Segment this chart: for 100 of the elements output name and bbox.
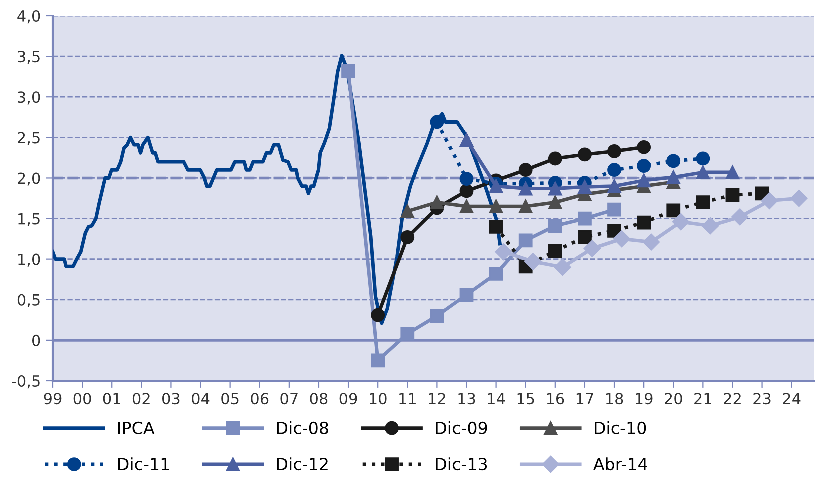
y-tick-label: 2,5: [18, 132, 40, 146]
point: [578, 212, 592, 226]
point: [554, 258, 572, 276]
x-tick-label: 05: [222, 393, 239, 405]
point: [584, 240, 601, 258]
x-tick-label: 17: [576, 393, 594, 404]
x-tick-label: 13: [458, 393, 476, 405]
x-tick-label: 10: [370, 393, 387, 405]
point: [489, 179, 504, 194]
legend-label: Dic-10: [595, 422, 646, 434]
point: [637, 174, 652, 188]
point: [489, 200, 504, 214]
legend-label: Dic-11: [118, 458, 170, 471]
x-tick-label: 22: [724, 393, 741, 404]
point: [578, 230, 592, 244]
x-tick-label: 07: [280, 393, 298, 405]
y-tick-label: 1,0: [18, 254, 40, 267]
point: [732, 208, 749, 226]
point: [548, 196, 562, 210]
y-tick-label: 3,0: [18, 92, 40, 105]
x-tick-label: 09: [340, 393, 358, 405]
x-tick-label: 21: [694, 393, 712, 404]
legend-label: Dic-08: [277, 422, 328, 434]
point: [460, 184, 474, 198]
x-tick-label: 08: [310, 393, 328, 405]
point: [489, 220, 504, 234]
x-tick-label: 02: [132, 393, 150, 405]
point: [702, 218, 720, 235]
point: [696, 166, 710, 180]
point: [666, 154, 681, 168]
point: [637, 216, 652, 230]
point: [578, 180, 592, 194]
y-tick-label: 0: [32, 334, 40, 346]
point: [696, 152, 710, 166]
point: [518, 163, 533, 178]
x-tick-label: 16: [547, 393, 564, 405]
legend-label: Abr-14: [594, 458, 648, 471]
point: [400, 204, 415, 218]
x-tick-label: 99: [44, 393, 62, 405]
point: [637, 159, 652, 173]
y-tick-label: 3,5: [18, 51, 40, 64]
x-tick-label: 18: [606, 393, 624, 405]
x-tick-label: 20: [665, 393, 682, 405]
point: [430, 115, 444, 130]
y-tick-label: 2,0: [18, 172, 40, 186]
point: [726, 188, 740, 202]
point: [371, 308, 386, 322]
legend-label: Dic-13: [436, 458, 488, 471]
x-tick-label: 06: [251, 393, 269, 405]
point: [608, 163, 622, 178]
point: [548, 152, 562, 166]
x-tick-label: 12: [429, 393, 446, 404]
point: [666, 204, 681, 218]
point: [726, 166, 740, 180]
point: [518, 200, 533, 214]
point: [460, 172, 474, 186]
point: [524, 253, 542, 270]
x-tick-label: 03: [162, 393, 180, 405]
point: [460, 133, 474, 148]
point: [548, 219, 562, 234]
x-tick-label: 15: [518, 393, 534, 405]
point: [666, 170, 681, 184]
point: [548, 244, 562, 258]
point: [578, 148, 592, 162]
legend-label: IPCA: [118, 422, 155, 434]
point: [608, 144, 622, 158]
y-tick-label: 1,5: [18, 213, 40, 226]
point: [430, 196, 444, 210]
y-tick-label: -0,5: [12, 375, 40, 389]
x-tick-label: 24: [783, 393, 801, 404]
point: [460, 288, 474, 302]
x-tick-label: 23: [754, 393, 771, 405]
point: [518, 182, 533, 196]
point: [430, 309, 444, 324]
point: [637, 140, 652, 154]
x-tick-label: 19: [636, 393, 653, 405]
x-tick-label: 01: [103, 393, 120, 405]
point: [761, 192, 778, 210]
point: [790, 190, 808, 208]
point: [495, 243, 512, 261]
point: [548, 182, 562, 196]
point: [672, 213, 690, 231]
legend-label: Dic-09: [436, 422, 488, 434]
point: [608, 202, 622, 217]
x-tick-label: 04: [192, 393, 210, 405]
point: [460, 200, 474, 214]
x-tick-label: 00: [74, 393, 92, 405]
x-tick-label: 14: [488, 393, 506, 404]
point: [400, 230, 415, 244]
point: [642, 234, 660, 251]
y-tick-label: 4,0: [18, 10, 40, 24]
legend-label: Dic-12: [277, 458, 328, 471]
point: [400, 327, 415, 341]
y-tick-label: 0,5: [18, 294, 40, 308]
point: [613, 230, 630, 248]
point: [518, 234, 533, 248]
point: [371, 354, 386, 368]
x-tick-label: 11: [400, 393, 416, 404]
point: [489, 266, 504, 281]
point: [608, 179, 622, 194]
